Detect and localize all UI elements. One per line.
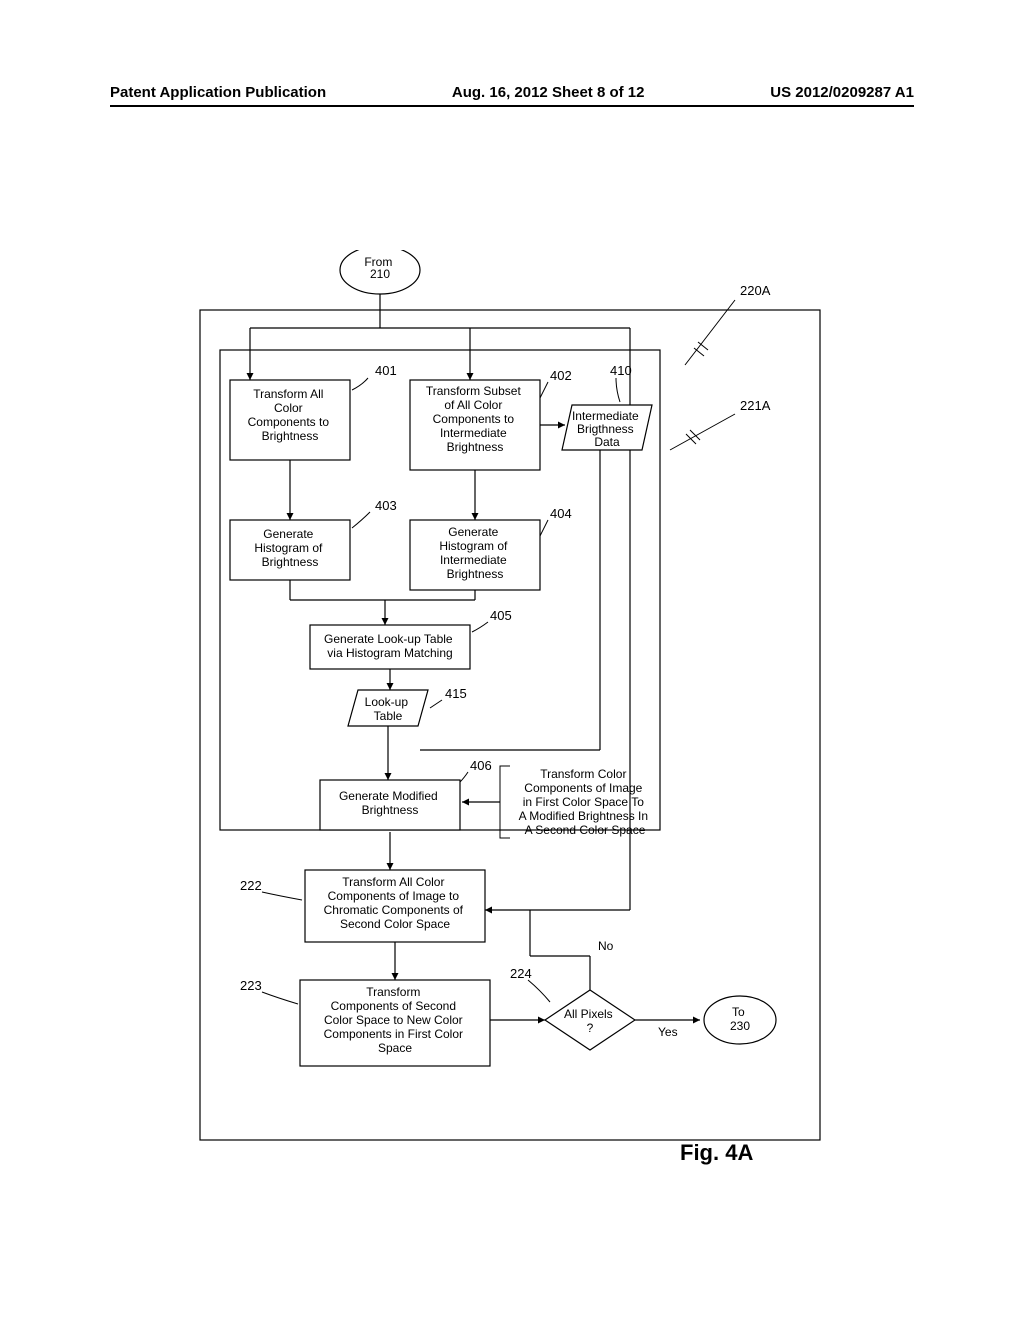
box-222-text: Transform All Color Components of Image … — [324, 875, 467, 931]
to-label: To 230 — [730, 1005, 750, 1033]
label-406: 406 — [470, 758, 492, 773]
header-right: US 2012/0209287 A1 — [770, 84, 914, 101]
bracket — [500, 766, 510, 838]
no-label: No — [598, 939, 614, 953]
label-403: 403 — [375, 498, 397, 513]
leader — [262, 992, 298, 1004]
hatch — [686, 434, 696, 444]
label-404: 404 — [550, 506, 572, 521]
figure-label: Fig. 4A — [680, 1140, 753, 1166]
page: Patent Application Publication Aug. 16, … — [0, 0, 1024, 1320]
label-406r: Transform Color Components of Image in F… — [519, 767, 652, 837]
label-222: 222 — [240, 878, 262, 893]
header-center: Aug. 16, 2012 Sheet 8 of 12 — [452, 84, 645, 101]
label-415: 415 — [445, 686, 467, 701]
label-220A: 220A — [740, 283, 771, 298]
leader — [616, 378, 620, 402]
box-404-text: Generate Histogram of Intermediate Brigh… — [439, 525, 510, 581]
label-405: 405 — [490, 608, 512, 623]
leader — [460, 772, 468, 782]
label-401: 401 — [375, 363, 397, 378]
header-left: Patent Application Publication — [110, 84, 326, 101]
leader — [352, 378, 368, 390]
leader — [528, 980, 550, 1002]
leader — [540, 382, 548, 398]
page-header: Patent Application Publication Aug. 16, … — [110, 84, 914, 107]
box-403-text: Generate Histogram of Brightness — [254, 527, 325, 569]
yes-label: Yes — [658, 1025, 678, 1039]
label-224: 224 — [510, 966, 532, 981]
flowchart-svg: From 210 Transform All Color Components … — [190, 250, 830, 1150]
leader — [262, 892, 302, 900]
label-402: 402 — [550, 368, 572, 383]
box-405-text: Generate Look-up Table via Histogram Mat… — [324, 632, 456, 660]
leader — [540, 520, 548, 536]
label-410: 410 — [610, 363, 632, 378]
leader — [430, 700, 442, 708]
leader — [670, 414, 735, 450]
flowchart-diagram: From 210 Transform All Color Components … — [190, 250, 830, 1150]
leader — [352, 512, 370, 528]
label-223: 223 — [240, 978, 262, 993]
leader — [472, 622, 488, 632]
label-221A: 221A — [740, 398, 771, 413]
